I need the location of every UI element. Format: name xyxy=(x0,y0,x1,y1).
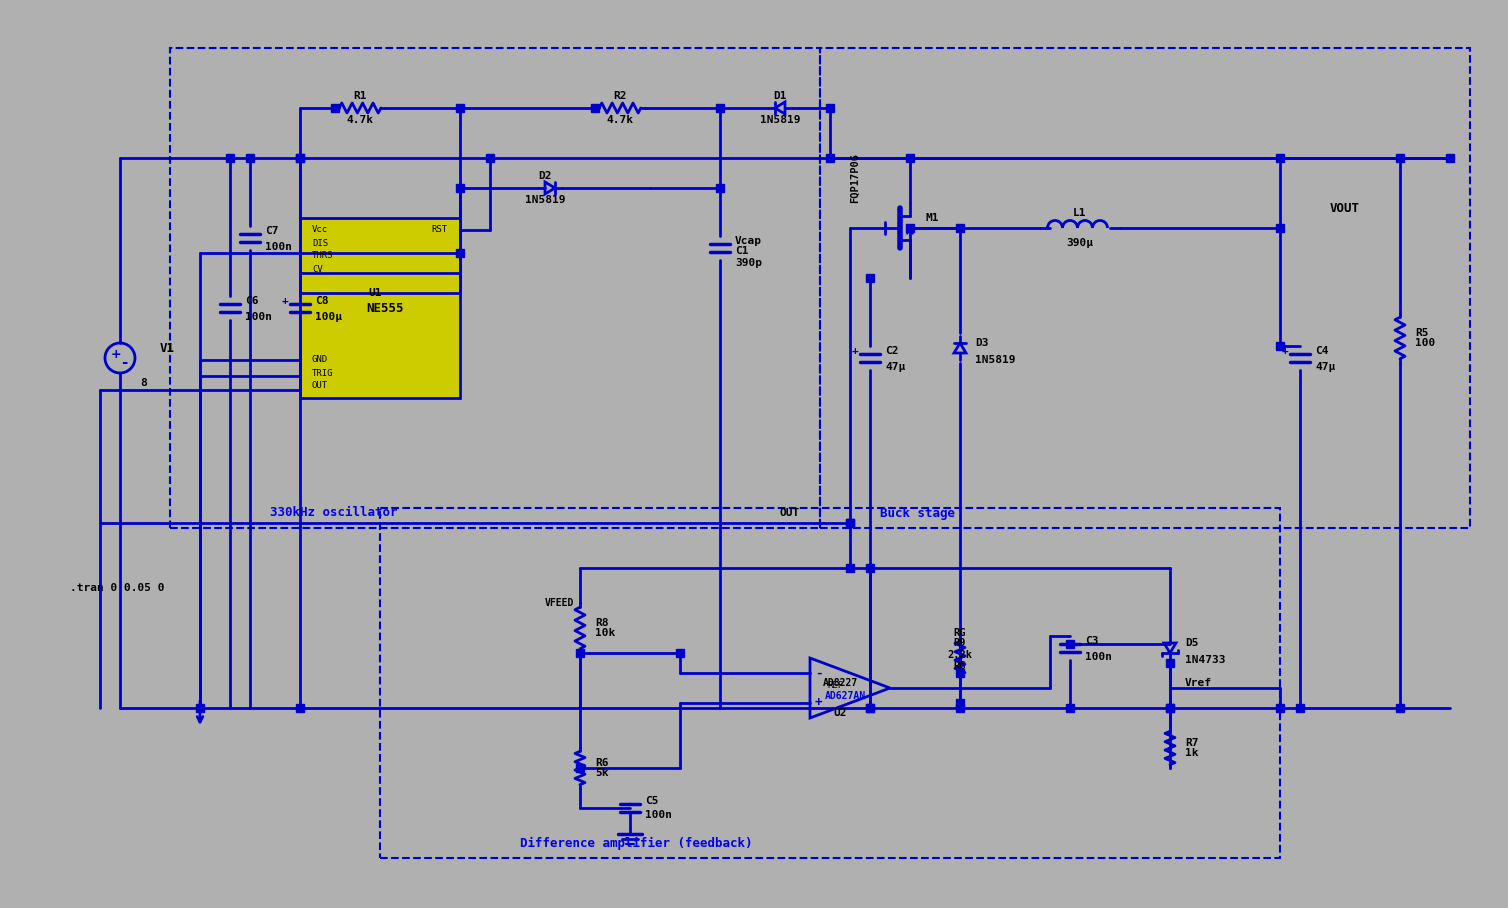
Text: L1: L1 xyxy=(1074,208,1087,218)
Text: 330kHz oscillator: 330kHz oscillator xyxy=(270,507,398,519)
Text: 100n: 100n xyxy=(265,242,293,252)
Text: GND: GND xyxy=(312,356,329,364)
Text: 10k: 10k xyxy=(596,628,615,638)
Text: +: + xyxy=(852,346,858,356)
Text: 1N5819: 1N5819 xyxy=(760,115,801,125)
Text: NE555: NE555 xyxy=(366,301,404,314)
Text: 1k: 1k xyxy=(1185,748,1199,758)
Text: 2.2k: 2.2k xyxy=(947,650,973,660)
Text: R1: R1 xyxy=(353,91,366,101)
Text: THRS: THRS xyxy=(312,252,333,261)
Text: U1: U1 xyxy=(368,288,382,298)
Text: AD627AN: AD627AN xyxy=(825,691,866,701)
Text: CV: CV xyxy=(312,264,323,273)
Text: D2: D2 xyxy=(538,171,552,181)
Text: R9: R9 xyxy=(953,638,967,648)
Text: C5: C5 xyxy=(645,796,659,806)
Text: 5k: 5k xyxy=(596,768,609,778)
Text: R2: R2 xyxy=(614,91,627,101)
Bar xyxy=(820,48,1470,528)
Text: R5: R5 xyxy=(1415,328,1428,338)
Text: R7: R7 xyxy=(1185,738,1199,748)
Text: Difference amplifier (feedback): Difference amplifier (feedback) xyxy=(520,836,752,850)
Text: R6: R6 xyxy=(596,758,609,768)
Text: VFEED: VFEED xyxy=(544,598,575,608)
Text: FQP17P06: FQP17P06 xyxy=(851,153,860,203)
Text: 100n: 100n xyxy=(244,312,271,322)
Text: C4: C4 xyxy=(1315,346,1329,356)
Text: 390p: 390p xyxy=(734,258,762,268)
Text: 100n: 100n xyxy=(1084,652,1111,662)
Text: 1N5819: 1N5819 xyxy=(976,355,1015,365)
Text: -: - xyxy=(121,354,127,370)
Text: 390μ: 390μ xyxy=(1066,238,1093,248)
Text: +: + xyxy=(814,696,822,709)
Text: Buck stage: Buck stage xyxy=(881,507,955,519)
Text: V1: V1 xyxy=(160,341,175,354)
Text: Vref: Vref xyxy=(1185,678,1212,688)
Text: 47μ: 47μ xyxy=(1315,362,1335,372)
Text: C7: C7 xyxy=(265,226,279,236)
Text: C8: C8 xyxy=(315,296,329,306)
Text: M1: M1 xyxy=(924,213,938,223)
Text: C2: C2 xyxy=(885,346,899,356)
Text: 4.7k: 4.7k xyxy=(347,115,374,125)
Text: REF: REF xyxy=(826,682,843,690)
Text: VOUT: VOUT xyxy=(1330,202,1360,214)
Text: R8: R8 xyxy=(596,618,609,628)
Text: 100: 100 xyxy=(1415,338,1436,348)
Text: D3: D3 xyxy=(976,338,989,348)
Text: RG: RG xyxy=(953,661,967,671)
Bar xyxy=(380,508,1280,858)
Bar xyxy=(300,218,460,398)
Text: OUT: OUT xyxy=(780,508,801,518)
Text: 1N4733: 1N4733 xyxy=(1185,655,1226,665)
Text: RG: RG xyxy=(953,628,967,638)
Text: TRIG: TRIG xyxy=(312,369,333,378)
Text: .tran 0 0.05 0: .tran 0 0.05 0 xyxy=(69,583,164,593)
Bar xyxy=(170,48,820,528)
Text: AD8227: AD8227 xyxy=(822,678,858,688)
Text: DIS: DIS xyxy=(312,239,329,248)
Text: RST: RST xyxy=(431,225,448,234)
Text: 4.7k: 4.7k xyxy=(606,115,633,125)
Text: +: + xyxy=(110,348,121,360)
Text: C6: C6 xyxy=(244,296,258,306)
Text: 100μ: 100μ xyxy=(315,312,342,322)
Text: +: + xyxy=(1282,346,1288,356)
Text: C1: C1 xyxy=(734,246,748,256)
Text: 1N5819: 1N5819 xyxy=(525,195,566,205)
Text: U2: U2 xyxy=(834,708,847,718)
Text: +: + xyxy=(282,296,288,306)
Text: OUT: OUT xyxy=(312,381,329,390)
Text: Vcc: Vcc xyxy=(312,225,329,234)
Text: 100n: 100n xyxy=(645,810,673,820)
Text: D1: D1 xyxy=(774,91,787,101)
Text: -: - xyxy=(814,666,822,679)
Text: D5: D5 xyxy=(1185,638,1199,648)
Text: 8: 8 xyxy=(140,378,146,388)
Text: 47μ: 47μ xyxy=(885,362,905,372)
Text: Vcap: Vcap xyxy=(734,236,762,246)
Text: C3: C3 xyxy=(1084,636,1098,646)
